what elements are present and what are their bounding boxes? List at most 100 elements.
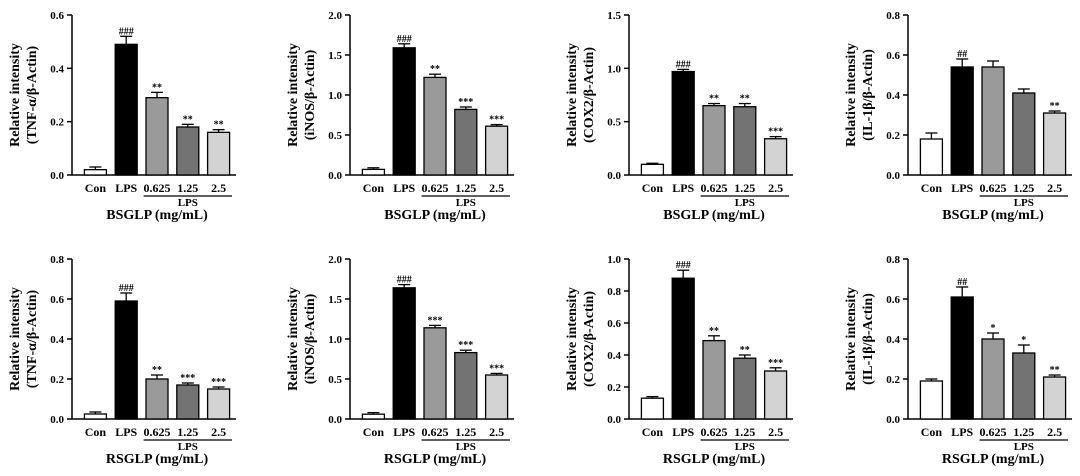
x-tick-label: 2.5	[489, 425, 504, 439]
y-tick-label: 0.2	[50, 374, 64, 386]
significance-label: ###	[397, 275, 412, 286]
y-tick-label: 2.0	[328, 254, 342, 266]
significance-label: ***	[768, 127, 783, 138]
x-tick-label: 1.25	[1013, 181, 1034, 195]
group-label: LPS	[735, 441, 755, 453]
y-tick-label: 0.2	[50, 117, 64, 129]
x-tick-label: 0.625	[980, 181, 1007, 195]
x-tick-label: LPS	[951, 425, 973, 439]
y-tick-label: 0.0	[328, 170, 342, 182]
significance-label: **	[183, 114, 193, 125]
y-tick-label: 0.2	[607, 382, 621, 394]
x-axis-label: BSGLP (mg/mL)	[106, 208, 208, 223]
chart-panel-8: Relative intensity (IL-1β/β-Actin) 0.0 0.2 0…	[844, 254, 1072, 467]
significance-label: ***	[428, 315, 443, 326]
bar	[763, 370, 788, 420]
bar	[733, 357, 757, 420]
bar	[83, 413, 108, 420]
x-tick-label: Con	[921, 181, 943, 195]
y-tick-label: 0.6	[607, 318, 621, 330]
bar	[919, 138, 944, 176]
bar	[640, 397, 665, 420]
x-tick-label: 0.625	[422, 181, 449, 195]
y-tick-label: 0.0	[886, 414, 900, 426]
y-tick-label: 1.5	[328, 50, 342, 62]
y-tick-label: 1.0	[328, 334, 342, 346]
group-label: LPS	[178, 441, 198, 453]
y-tick-label: 0.4	[50, 334, 64, 346]
bar	[763, 138, 788, 176]
x-tick-label: 1.25	[734, 181, 755, 195]
y-axis-label: (IL-1β/β-Actin)	[861, 293, 876, 385]
significance-label: **	[152, 365, 162, 376]
group-label: LPS	[1014, 197, 1034, 209]
significance-label: ***	[489, 115, 504, 126]
bar	[671, 277, 695, 420]
y-tick-label: 1.0	[607, 63, 621, 75]
bar	[454, 108, 478, 176]
chart-panel-7: Relative intensity (COX2/β-Actin) 0.0 0.2 0.…	[565, 254, 793, 467]
y-tick-label: 0.4	[607, 350, 621, 362]
x-axis-label: BSGLP (mg/mL)	[384, 208, 486, 223]
y-tick-label: 0.8	[607, 286, 621, 298]
significance-label: **	[430, 64, 440, 75]
y-tick-label: 0.6	[50, 10, 64, 22]
y-axis-label: Relative intensity	[565, 43, 580, 147]
bar	[981, 66, 1005, 176]
y-tick-label: 0.0	[50, 414, 64, 426]
y-tick-label: 1.0	[328, 90, 342, 102]
x-tick-label: 2.5	[1047, 425, 1062, 439]
x-tick-label: 0.625	[422, 425, 449, 439]
x-tick-label: LPS	[115, 425, 137, 439]
y-axis-label: (iNOS/β-Actin)	[303, 293, 318, 384]
x-tick-label: LPS	[115, 181, 137, 195]
bar	[114, 43, 138, 176]
significance-label: ***	[489, 363, 504, 374]
x-tick-label: 0.625	[980, 425, 1007, 439]
bar	[702, 339, 726, 420]
bar	[392, 47, 416, 176]
significance-label: ***	[180, 373, 195, 384]
x-tick-label: 1.25	[177, 181, 198, 195]
bar	[176, 126, 200, 176]
significance-label: **	[709, 94, 719, 105]
x-tick-label: 2.5	[489, 181, 504, 195]
bar	[671, 70, 695, 176]
x-tick-label: 2.5	[768, 181, 783, 195]
y-tick-label: 0.2	[886, 374, 900, 386]
x-tick-label: Con	[85, 181, 107, 195]
bar	[145, 97, 169, 176]
y-tick-label: 0.5	[328, 130, 342, 142]
x-tick-label: 1.25	[1013, 425, 1034, 439]
chart-panel-4: Relative intensity (IL-1β/β-Actin) 0.0 0.2 0…	[844, 10, 1072, 223]
bar	[206, 131, 231, 176]
y-axis-label: (TNF-α/β-Actin)	[25, 45, 40, 144]
chart-panel-3: Relative intensity (COX2/β-Actin) 0.0 0.5 1.…	[565, 10, 793, 223]
chart-panel-1: Relative intensity (TNF-α/β-Actin) 0.0 0.2 0…	[8, 10, 236, 223]
x-tick-label: 0.625	[144, 181, 171, 195]
x-tick-label: 0.625	[701, 425, 728, 439]
group-label: LPS	[456, 441, 476, 453]
y-tick-label: 1.5	[607, 10, 621, 22]
significance-label: ***	[458, 340, 473, 351]
bar	[1012, 92, 1036, 176]
y-tick-label: 0.8	[50, 254, 64, 266]
y-tick-label: 1.5	[328, 294, 342, 306]
x-tick-label: 0.625	[701, 181, 728, 195]
chart-panel-2: Relative intensity (iNOS/β-Actin) 0.0 0.5 1.…	[286, 10, 514, 223]
bar	[733, 106, 757, 176]
x-tick-label: 2.5	[1047, 181, 1062, 195]
significance-label: ###	[676, 59, 691, 70]
x-tick-label: LPS	[672, 425, 694, 439]
significance-label: **	[152, 82, 162, 93]
group-label: LPS	[456, 197, 476, 209]
significance-label: ##	[957, 277, 967, 288]
y-axis-label: (COX2/β-Actin)	[582, 291, 597, 387]
y-tick-label: 0.6	[886, 50, 900, 62]
x-tick-label: 1.25	[177, 425, 198, 439]
x-tick-label: 2.5	[211, 181, 226, 195]
significance-label: **	[1050, 101, 1060, 112]
y-tick-label: 0.4	[886, 90, 900, 102]
group-label: LPS	[178, 197, 198, 209]
x-tick-label: Con	[363, 425, 385, 439]
